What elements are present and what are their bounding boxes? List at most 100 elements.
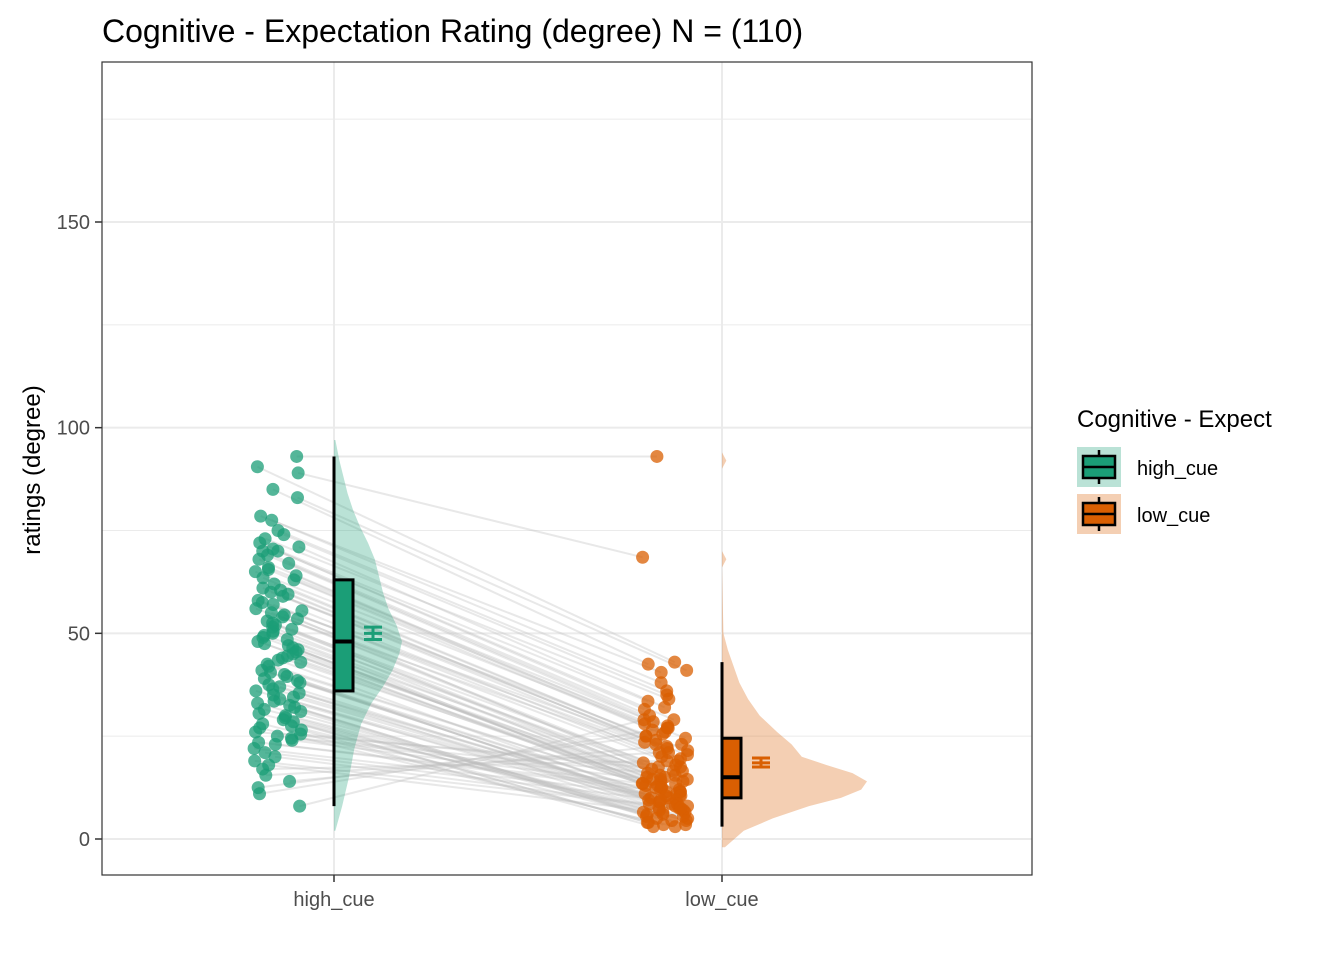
high-cue-point [258,637,272,651]
paired-line [259,726,668,795]
legend-label-low_cue: low_cue [1137,505,1210,527]
high-cue-point [268,737,282,751]
y-tick-label: 100 [57,418,90,440]
high-cue-point [249,725,263,739]
paired-line [301,609,679,762]
low-cue-point [654,793,668,807]
low-cue-point [654,665,668,679]
y-tick-label: 150 [57,212,90,234]
paired-line [273,700,644,814]
paired-line [295,574,664,736]
density-high_cue [334,440,402,831]
paired-line [283,533,668,696]
plot-panel-border [101,61,1033,876]
paired-line [274,755,650,806]
high-cue-point [252,707,266,721]
high-cue-point [290,491,304,505]
high-cue-point [250,460,264,474]
paired-line [293,720,648,824]
low-cue-point [649,781,663,795]
high-cue-point [248,754,262,768]
paired-line [285,714,673,822]
paired-line [257,702,664,816]
paired-line [262,636,662,783]
high-cue-point [277,528,291,542]
paired-line [257,599,669,754]
paired-line [264,751,661,801]
paired-line [254,759,681,810]
paired-line [299,681,673,805]
paired-line [284,716,687,822]
paired-line [298,546,666,709]
paired-line [253,747,667,797]
paired-line [268,566,669,729]
high-cue-point [253,787,266,801]
paired-line [295,650,680,791]
low-cue-point [675,737,689,751]
paired-line [300,710,657,820]
paired-line [277,735,676,777]
high-cue-point [271,653,285,667]
paired-line [264,537,670,701]
paired-line [264,642,647,787]
high-cue-point [252,552,266,566]
paired-line [262,587,645,744]
low-cue-point [641,657,655,671]
paired-line [289,704,648,816]
paired-line [297,679,661,803]
y-tick-label: 50 [68,623,90,645]
paired-lines [253,455,688,828]
paired-line [255,689,680,810]
high-cue-point [266,482,280,496]
high-cue-point [285,622,299,636]
high-cue-point [258,746,272,760]
high-cue-point [290,612,304,626]
low-cue-point [646,820,660,834]
high-cue-point [254,509,268,523]
density-clouds [334,440,867,848]
paired-line [279,698,686,814]
paired-line [267,554,654,723]
paired-line [262,550,650,717]
high-cue-point [294,655,308,669]
paired-line [260,515,662,674]
paired-line [286,675,677,801]
high-cue-point [294,704,308,718]
data-points [247,449,695,834]
high-cue-point [249,602,263,616]
paired-line [262,759,667,771]
high-cue-point [285,733,299,747]
paired-line [268,683,678,805]
high-cue-point [256,571,270,585]
high-cue-point [287,573,301,587]
low-cue-point [637,713,651,727]
paired-line [277,529,668,692]
chart-title: Cognitive - Expectation Rating (degree) … [102,13,803,49]
paired-line [258,735,647,789]
paired-line [256,465,676,664]
legend: Cognitive - Expect high_cue low_cue [1077,406,1272,534]
paired-line [259,726,676,828]
low-cue-point [656,818,670,832]
paired-line [291,724,686,826]
high-cue-point [247,742,261,756]
paired-line [262,722,664,826]
high-cue-point [282,556,296,570]
low-cue-point [660,721,674,735]
paired-line [255,607,681,760]
low-cue-point [680,663,694,677]
paired-line [297,496,688,672]
high-cue-point [267,694,281,708]
legend-title: Cognitive - Expect [1077,406,1272,433]
low-cue-point [658,700,672,714]
paired-line [283,718,649,824]
low-cue-point [679,818,693,832]
paired-line [272,687,676,808]
high_cue-box [332,578,355,693]
density-low_cue [722,452,867,848]
high-cue-point [291,466,305,480]
paired-line [293,578,686,740]
paired-line [279,685,688,808]
paired-line [299,718,645,808]
